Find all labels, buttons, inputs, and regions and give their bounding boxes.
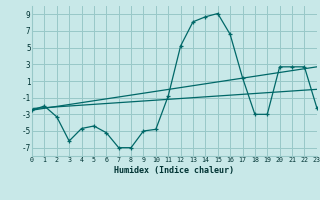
X-axis label: Humidex (Indice chaleur): Humidex (Indice chaleur) xyxy=(115,166,234,175)
